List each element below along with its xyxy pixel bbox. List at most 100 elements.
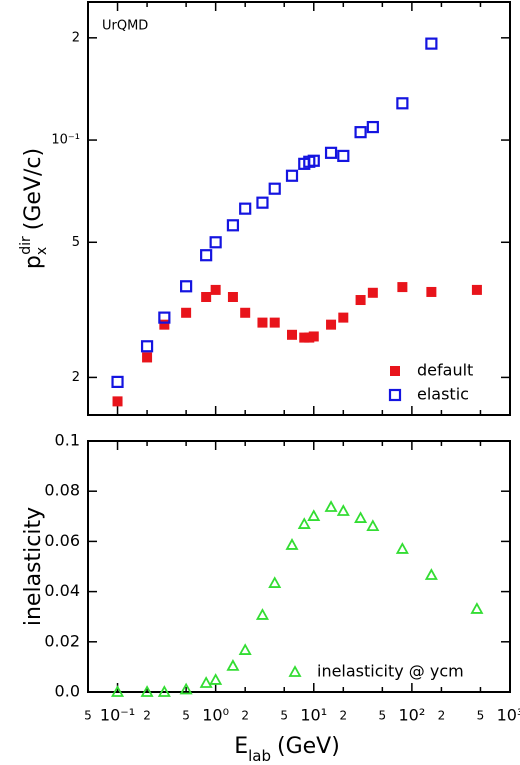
legend-marker: [388, 388, 402, 402]
x-tick-label: 2: [438, 709, 446, 723]
x-tick-label: 5: [280, 709, 288, 723]
legend-marker: [288, 665, 302, 677]
marker: [285, 169, 299, 182]
y-tick-label: 0.06: [44, 531, 80, 550]
marker: [367, 287, 378, 298]
marker: [111, 685, 125, 697]
marker: [140, 340, 154, 353]
x-tick-label: 10⁰: [202, 706, 229, 725]
x-axis-label-part: lab: [248, 747, 271, 765]
marker: [324, 146, 338, 159]
marker: [226, 219, 240, 232]
marker: [142, 352, 153, 363]
y-tick-label: 2: [72, 370, 80, 385]
marker: [324, 500, 338, 512]
x-axis-label: Elab (GeV): [234, 734, 340, 765]
marker: [326, 319, 337, 330]
x-axis-label-part: E: [234, 734, 248, 759]
marker: [366, 519, 380, 531]
marker: [158, 311, 171, 324]
y-tick-label: 0.0: [55, 682, 80, 701]
marker: [307, 509, 321, 521]
marker: [157, 685, 171, 697]
y-tick-label: 0.08: [44, 481, 80, 500]
marker: [180, 280, 193, 293]
y-axis-label-part: x: [34, 247, 50, 255]
marker: [297, 517, 311, 529]
legend-label: inelasticity @ ycm: [317, 662, 464, 681]
marker: [269, 317, 280, 328]
legend-label: elastic: [417, 385, 469, 404]
marker: [239, 202, 252, 215]
y-axis-label-part: (GeV/c): [21, 148, 46, 230]
marker: [426, 286, 437, 297]
marker: [112, 396, 123, 407]
x-tick-label: 5: [84, 709, 92, 723]
marker: [238, 643, 252, 655]
marker: [255, 608, 269, 620]
marker: [470, 602, 484, 614]
y-axis-label-part: p: [21, 255, 46, 269]
y-tick-label: 2: [72, 30, 80, 45]
marker: [257, 317, 268, 328]
marker: [308, 331, 319, 342]
marker: [337, 149, 350, 163]
marker: [111, 375, 124, 389]
x-tick-label: 2: [339, 709, 347, 723]
y-tick-label: 5: [72, 235, 80, 250]
marker: [299, 332, 310, 343]
y-axis-label: pxdir (GeV/c): [18, 148, 50, 269]
y-axis-label-part: inelasticity: [21, 507, 46, 626]
y-tick-label: 10⁻¹: [51, 133, 80, 148]
marker: [471, 284, 482, 295]
marker: [240, 307, 251, 318]
x-tick-label: 10²: [398, 706, 425, 725]
marker: [366, 120, 379, 134]
marker: [354, 126, 367, 139]
marker: [209, 236, 222, 249]
x-tick-label: 10⁻¹: [100, 706, 135, 725]
x-tick-label: 5: [182, 709, 190, 723]
x-tick-label: 2: [143, 709, 151, 723]
marker: [199, 676, 213, 688]
marker: [209, 673, 223, 685]
marker: [354, 511, 368, 523]
marker: [355, 295, 366, 306]
marker: [226, 659, 240, 671]
marker: [227, 292, 238, 303]
x-tick-label: 10¹: [300, 706, 327, 725]
annotation: UrQMD: [102, 19, 148, 34]
marker: [201, 292, 212, 303]
marker: [307, 154, 320, 167]
x-tick-label: 2: [241, 709, 249, 723]
y-tick-label: 0.04: [44, 581, 80, 600]
x-tick-label: 10³: [497, 706, 520, 725]
marker: [396, 97, 409, 110]
marker: [268, 576, 282, 588]
marker: [425, 37, 438, 50]
marker: [287, 329, 298, 340]
y-axis-label-part: dir: [18, 236, 34, 255]
marker: [210, 284, 221, 295]
x-tick-label: 5: [477, 709, 485, 723]
legend-marker: [390, 366, 400, 376]
x-tick-label: 5: [379, 709, 387, 723]
marker: [159, 319, 170, 330]
plot-frame: [87, 1, 511, 416]
legend-label: default: [417, 361, 473, 380]
marker: [268, 182, 281, 195]
plot-frame: [87, 440, 511, 693]
marker: [256, 196, 269, 209]
marker: [200, 249, 213, 262]
marker: [338, 312, 349, 323]
x-axis-label-part: (GeV): [277, 734, 340, 759]
marker: [181, 307, 192, 318]
marker: [397, 282, 408, 293]
y-tick-label: 0.1: [55, 431, 80, 450]
marker: [395, 542, 409, 554]
marker: [140, 685, 154, 697]
marker: [424, 568, 438, 580]
y-tick-label: 0.02: [44, 631, 80, 650]
y-axis-label: inelasticity: [21, 507, 46, 626]
